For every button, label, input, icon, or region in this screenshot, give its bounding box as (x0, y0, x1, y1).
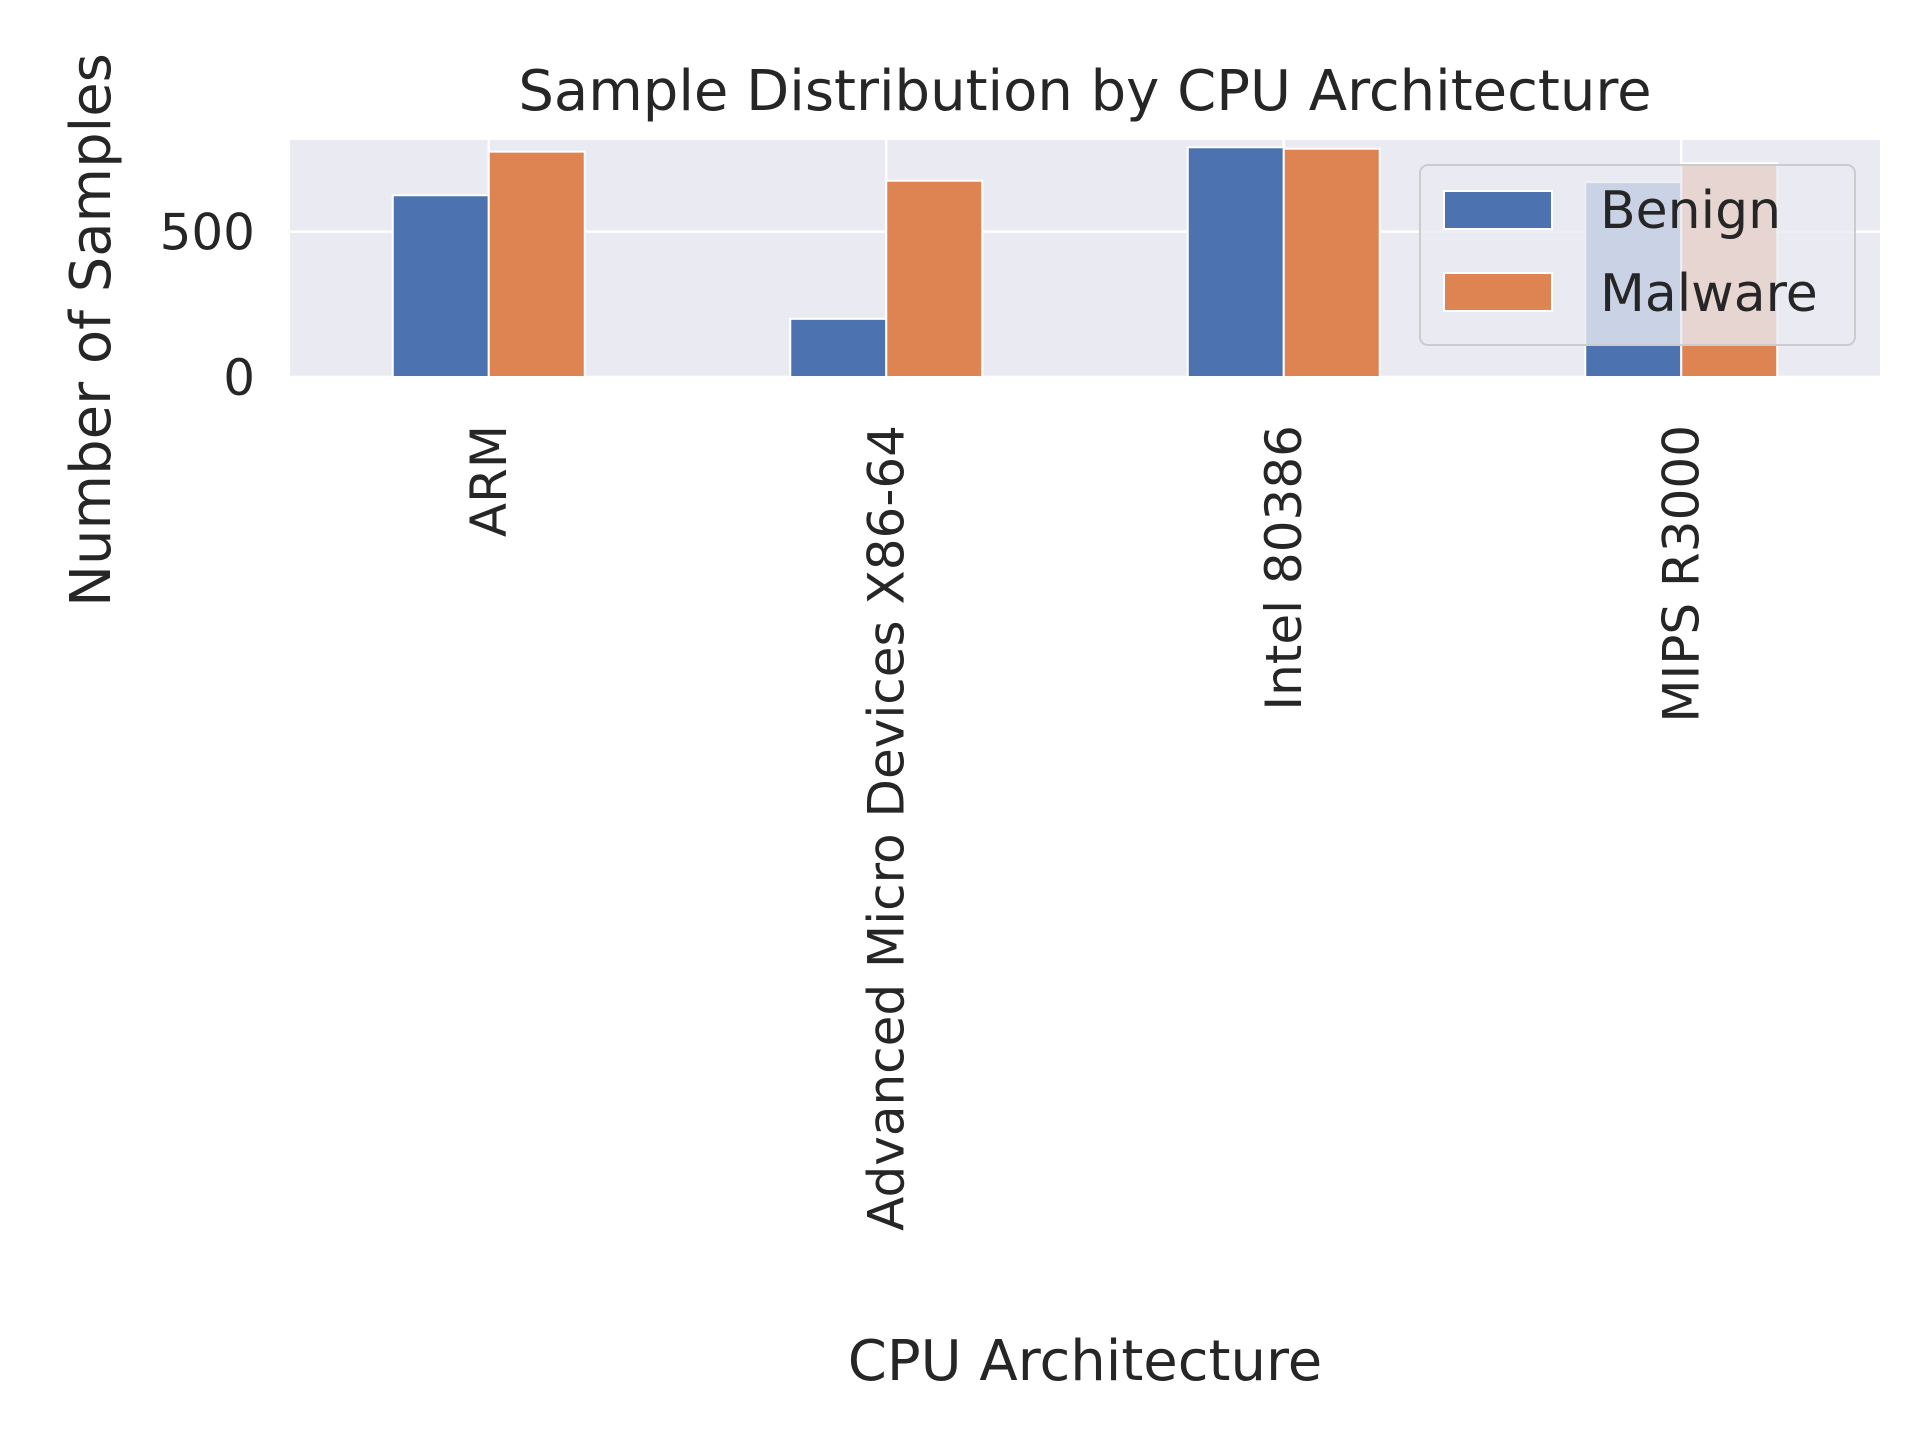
x-axis-label: CPU Architecture (848, 1329, 1323, 1394)
legend-label-benign: Benign (1600, 181, 1781, 241)
chart-title: Sample Distribution by CPU Architecture (518, 59, 1651, 124)
legend: Benign Malware (1419, 164, 1856, 346)
x-tick-label: ARM (460, 425, 518, 537)
bar-benign-0 (391, 194, 490, 378)
y-tick-label: 500 (160, 204, 255, 262)
bar-benign-1 (789, 317, 888, 378)
legend-label-malware: Malware (1600, 264, 1818, 324)
legend-swatch-benign (1443, 190, 1553, 230)
x-tick-label: Intel 80386 (1255, 425, 1313, 711)
x-tick-labels: ARM Advanced Micro Devices X86-64 Intel 80… (460, 425, 1711, 1231)
y-tick-label: 0 (223, 349, 255, 407)
legend-swatch-malware (1443, 272, 1553, 312)
bar-malware-2 (1282, 147, 1381, 378)
x-tick-label: MIPS R3000 (1652, 425, 1710, 723)
y-tick-labels: 0 500 (160, 204, 255, 407)
bar-malware-1 (885, 179, 984, 378)
bar-malware-0 (487, 150, 586, 378)
x-tick-label: Advanced Micro Devices X86-64 (857, 425, 915, 1231)
bar-benign-2 (1186, 146, 1285, 378)
y-axis-label: Number of Samples (59, 53, 124, 607)
